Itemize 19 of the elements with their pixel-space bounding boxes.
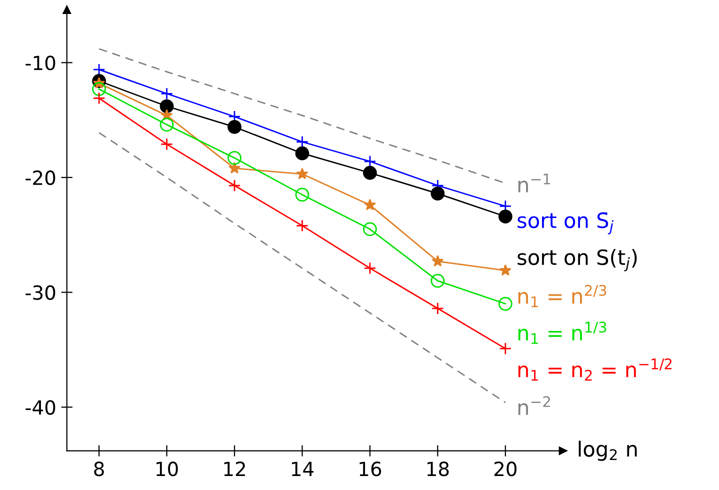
y-tick-label: -30 — [26, 285, 56, 300]
series-label: n$^{−1}$ — [518, 174, 550, 192]
x-tick-label: 10 — [156, 462, 178, 476]
x-tick-label: 12 — [224, 462, 245, 476]
y-tick-label: -20 — [26, 170, 56, 186]
series-label: n$_{1}$ = n$_{2}$ = n$^{−1/2}$ — [518, 358, 672, 381]
series-label: n$_{1}$ = n$^{2/3}$ — [518, 284, 606, 308]
x-tick-label: 16 — [360, 462, 382, 476]
x-tick-label: 8 — [94, 462, 104, 476]
series-label: sort on S̄$_{j}$ — [518, 212, 614, 234]
x-tick-label: 20 — [494, 462, 516, 476]
series-label: sort on S(t$_{j}$) — [518, 249, 637, 272]
series-label: n$_{1}$ = n$^{1/3}$ — [518, 322, 606, 344]
y-tick-label: -40 — [26, 400, 56, 415]
x-tick-label: 18 — [427, 462, 449, 476]
series-label: n$^{−2}$ — [518, 396, 550, 415]
y-tick-label: -10 — [26, 56, 56, 70]
x-tick-label: 14 — [292, 462, 314, 476]
x-axis-title: log$_{2}$ n — [578, 440, 637, 461]
